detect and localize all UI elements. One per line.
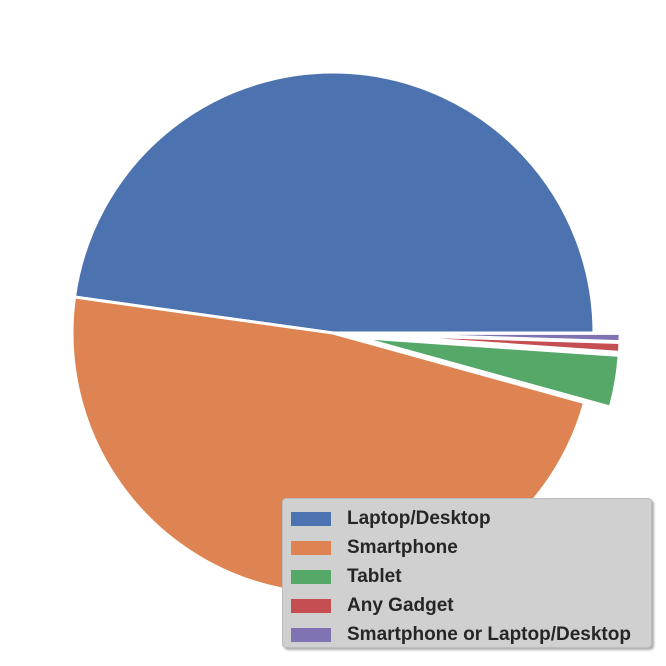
legend: Laptop/Desktop Smartphone Tablet Any Gad… bbox=[282, 498, 652, 648]
legend-label: Any Gadget bbox=[347, 594, 454, 616]
legend-label: Smartphone or Laptop/Desktop bbox=[347, 623, 631, 645]
legend-label: Laptop/Desktop bbox=[347, 507, 491, 529]
pie-slice-smartphone-or-laptop-desktop bbox=[357, 331, 622, 344]
legend-swatch bbox=[291, 627, 331, 642]
legend-swatch bbox=[291, 569, 331, 584]
legend-label: Smartphone bbox=[347, 536, 458, 558]
legend-item-smartphone: Smartphone bbox=[291, 533, 643, 562]
legend-swatch bbox=[291, 598, 331, 613]
pie-slice-laptop-desktop bbox=[72, 70, 596, 335]
legend-swatch bbox=[291, 511, 331, 526]
legend-item-any-gadget: Any Gadget bbox=[291, 591, 643, 620]
pie-slice-tablet bbox=[357, 335, 621, 409]
legend-label: Tablet bbox=[347, 565, 402, 587]
legend-item-tablet: Tablet bbox=[291, 562, 643, 591]
legend-item-laptop-desktop: Laptop/Desktop bbox=[291, 504, 643, 533]
legend-swatch bbox=[291, 540, 331, 555]
legend-item-smartphone-or-laptop-desktop: Smartphone or Laptop/Desktop bbox=[291, 620, 643, 649]
